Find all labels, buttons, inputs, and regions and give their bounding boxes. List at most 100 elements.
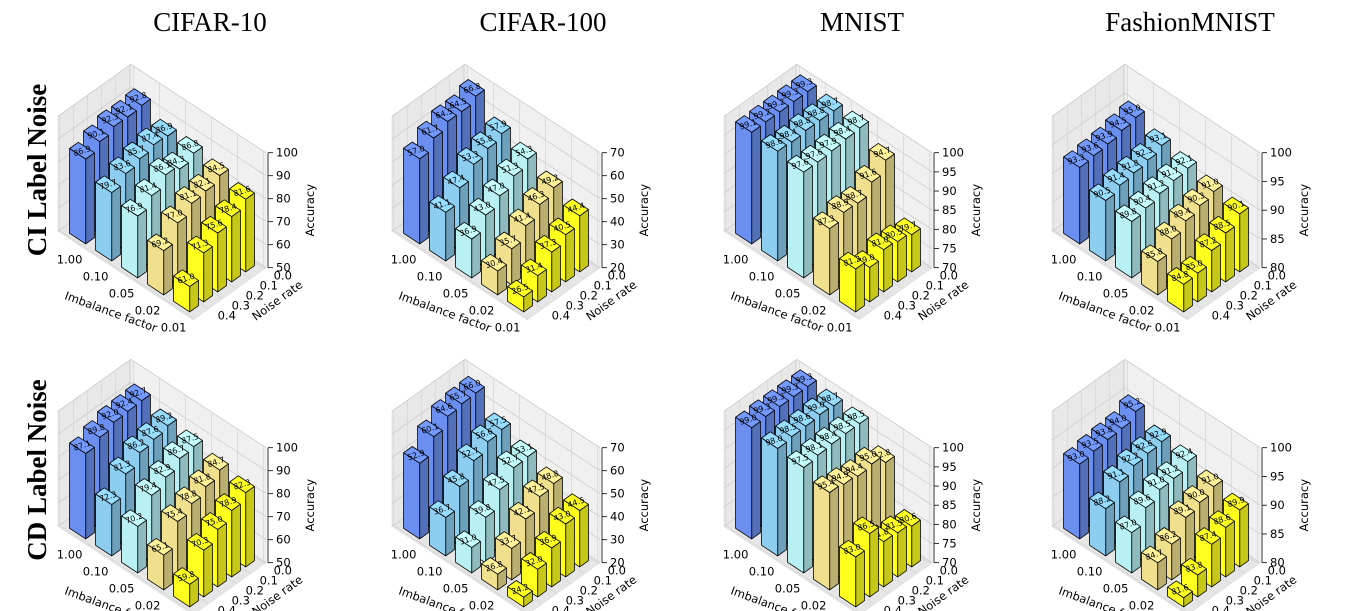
z-tick-label: 95	[942, 165, 957, 179]
bar: 95.4	[813, 475, 839, 591]
bar-top	[855, 164, 881, 183]
bar-front	[403, 452, 421, 540]
y-tick-label: 0.1	[594, 574, 612, 588]
bar: 26.8	[481, 557, 507, 591]
bar-side	[1131, 214, 1141, 279]
z-axis-label: Accuracy	[303, 479, 317, 532]
bar-top	[841, 459, 867, 477]
z-tick-label: 80	[942, 517, 957, 531]
bar: 83.0	[839, 539, 865, 608]
grid-line	[59, 115, 195, 319]
bar-top	[203, 158, 229, 176]
bar: 36.7	[429, 500, 455, 557]
z-tick-label: 100	[942, 441, 964, 455]
bar-top	[1197, 469, 1223, 488]
bar-top	[121, 198, 147, 217]
bar-top	[1141, 244, 1167, 262]
grid-line	[57, 358, 267, 448]
x-tick-label: 0.10	[417, 565, 443, 579]
z-tick-label: 95	[942, 460, 957, 474]
z-tick-label: 50	[610, 192, 625, 206]
bar-top	[173, 269, 199, 288]
bar-top	[429, 500, 455, 518]
bar: 85.8	[1141, 244, 1167, 296]
bar-top	[1077, 434, 1103, 452]
bar-top	[881, 515, 907, 534]
bar-top	[495, 231, 521, 250]
bar-top	[443, 170, 469, 189]
bar-top	[497, 450, 523, 469]
bar-top	[1157, 163, 1183, 182]
bar-top	[215, 199, 241, 218]
grid-line	[1051, 358, 1261, 448]
bar: 61.0	[173, 269, 199, 313]
bar-top	[485, 116, 511, 135]
y-tick-label: 0.1	[1254, 574, 1272, 588]
x-tick-label: 0.05	[109, 287, 135, 301]
x-tick-label: 0.10	[1077, 270, 1103, 284]
bar-top	[403, 446, 429, 464]
bar-top	[1131, 436, 1157, 454]
bar-front	[813, 217, 831, 296]
bar-top	[895, 509, 921, 527]
bar-side	[111, 497, 121, 557]
y-tick-label: 0.3	[232, 299, 250, 313]
bar-top	[549, 217, 575, 236]
column-title-1: CIFAR-10	[153, 7, 267, 37]
bar-top	[163, 151, 189, 170]
bar: 97.6	[787, 154, 813, 279]
x-tick-label: 0.01	[161, 321, 187, 335]
bar-top	[1197, 174, 1223, 193]
bar-front	[1063, 156, 1081, 245]
bar-front	[69, 442, 87, 540]
bar-side	[137, 519, 147, 574]
bar-top	[853, 516, 879, 534]
z-tick-label: 60	[610, 464, 625, 478]
bar-top	[1183, 485, 1209, 503]
bar-top	[511, 439, 537, 458]
grid-line	[723, 358, 933, 448]
bar-top	[429, 195, 455, 213]
z-tick-label: 40	[610, 510, 625, 524]
grid-line	[393, 410, 526, 611]
bar: 26.5	[507, 279, 533, 313]
bar-side	[1211, 537, 1221, 588]
x-tick-label: 0.02	[469, 304, 495, 318]
bar: 97.5	[787, 450, 813, 574]
bar-top	[149, 460, 175, 478]
bar-top	[471, 424, 497, 443]
bar-top	[189, 469, 215, 488]
bar-side	[855, 550, 865, 608]
bar-top	[1157, 461, 1183, 479]
y-tick-label: 0.2	[912, 584, 930, 598]
z-tick-label: 60	[610, 169, 625, 183]
z-tick-label: 100	[942, 146, 964, 160]
bar-side	[565, 517, 575, 578]
bar-top	[1119, 394, 1145, 412]
x-tick-label: 0.05	[775, 287, 801, 301]
bar-top	[827, 195, 853, 213]
bar-side	[751, 125, 761, 245]
bar-top	[535, 530, 561, 549]
bar-top	[457, 443, 483, 462]
bar-top	[455, 530, 481, 548]
bar: 93.3	[1063, 150, 1089, 245]
y-tick-label: 0.2	[246, 289, 264, 303]
bar-top	[1119, 100, 1145, 118]
bar-side	[855, 262, 865, 313]
y-tick-label: 0.4	[884, 309, 902, 323]
bar-top	[817, 388, 843, 407]
bar-top	[95, 175, 121, 194]
x-tick-label: 0.02	[801, 599, 827, 611]
bar-top	[173, 567, 199, 585]
bar-top	[827, 467, 853, 485]
x-tick-label: 0.01	[1155, 321, 1181, 335]
bar-top	[735, 410, 761, 429]
bar-top	[151, 118, 177, 137]
bar-top	[1183, 188, 1209, 207]
bar: 84.8	[1167, 267, 1193, 313]
bar-top	[735, 115, 761, 133]
y-tick-label: 0.0	[1268, 564, 1286, 578]
bar-top	[469, 500, 495, 518]
z-axis-label: Accuracy	[1297, 184, 1311, 237]
